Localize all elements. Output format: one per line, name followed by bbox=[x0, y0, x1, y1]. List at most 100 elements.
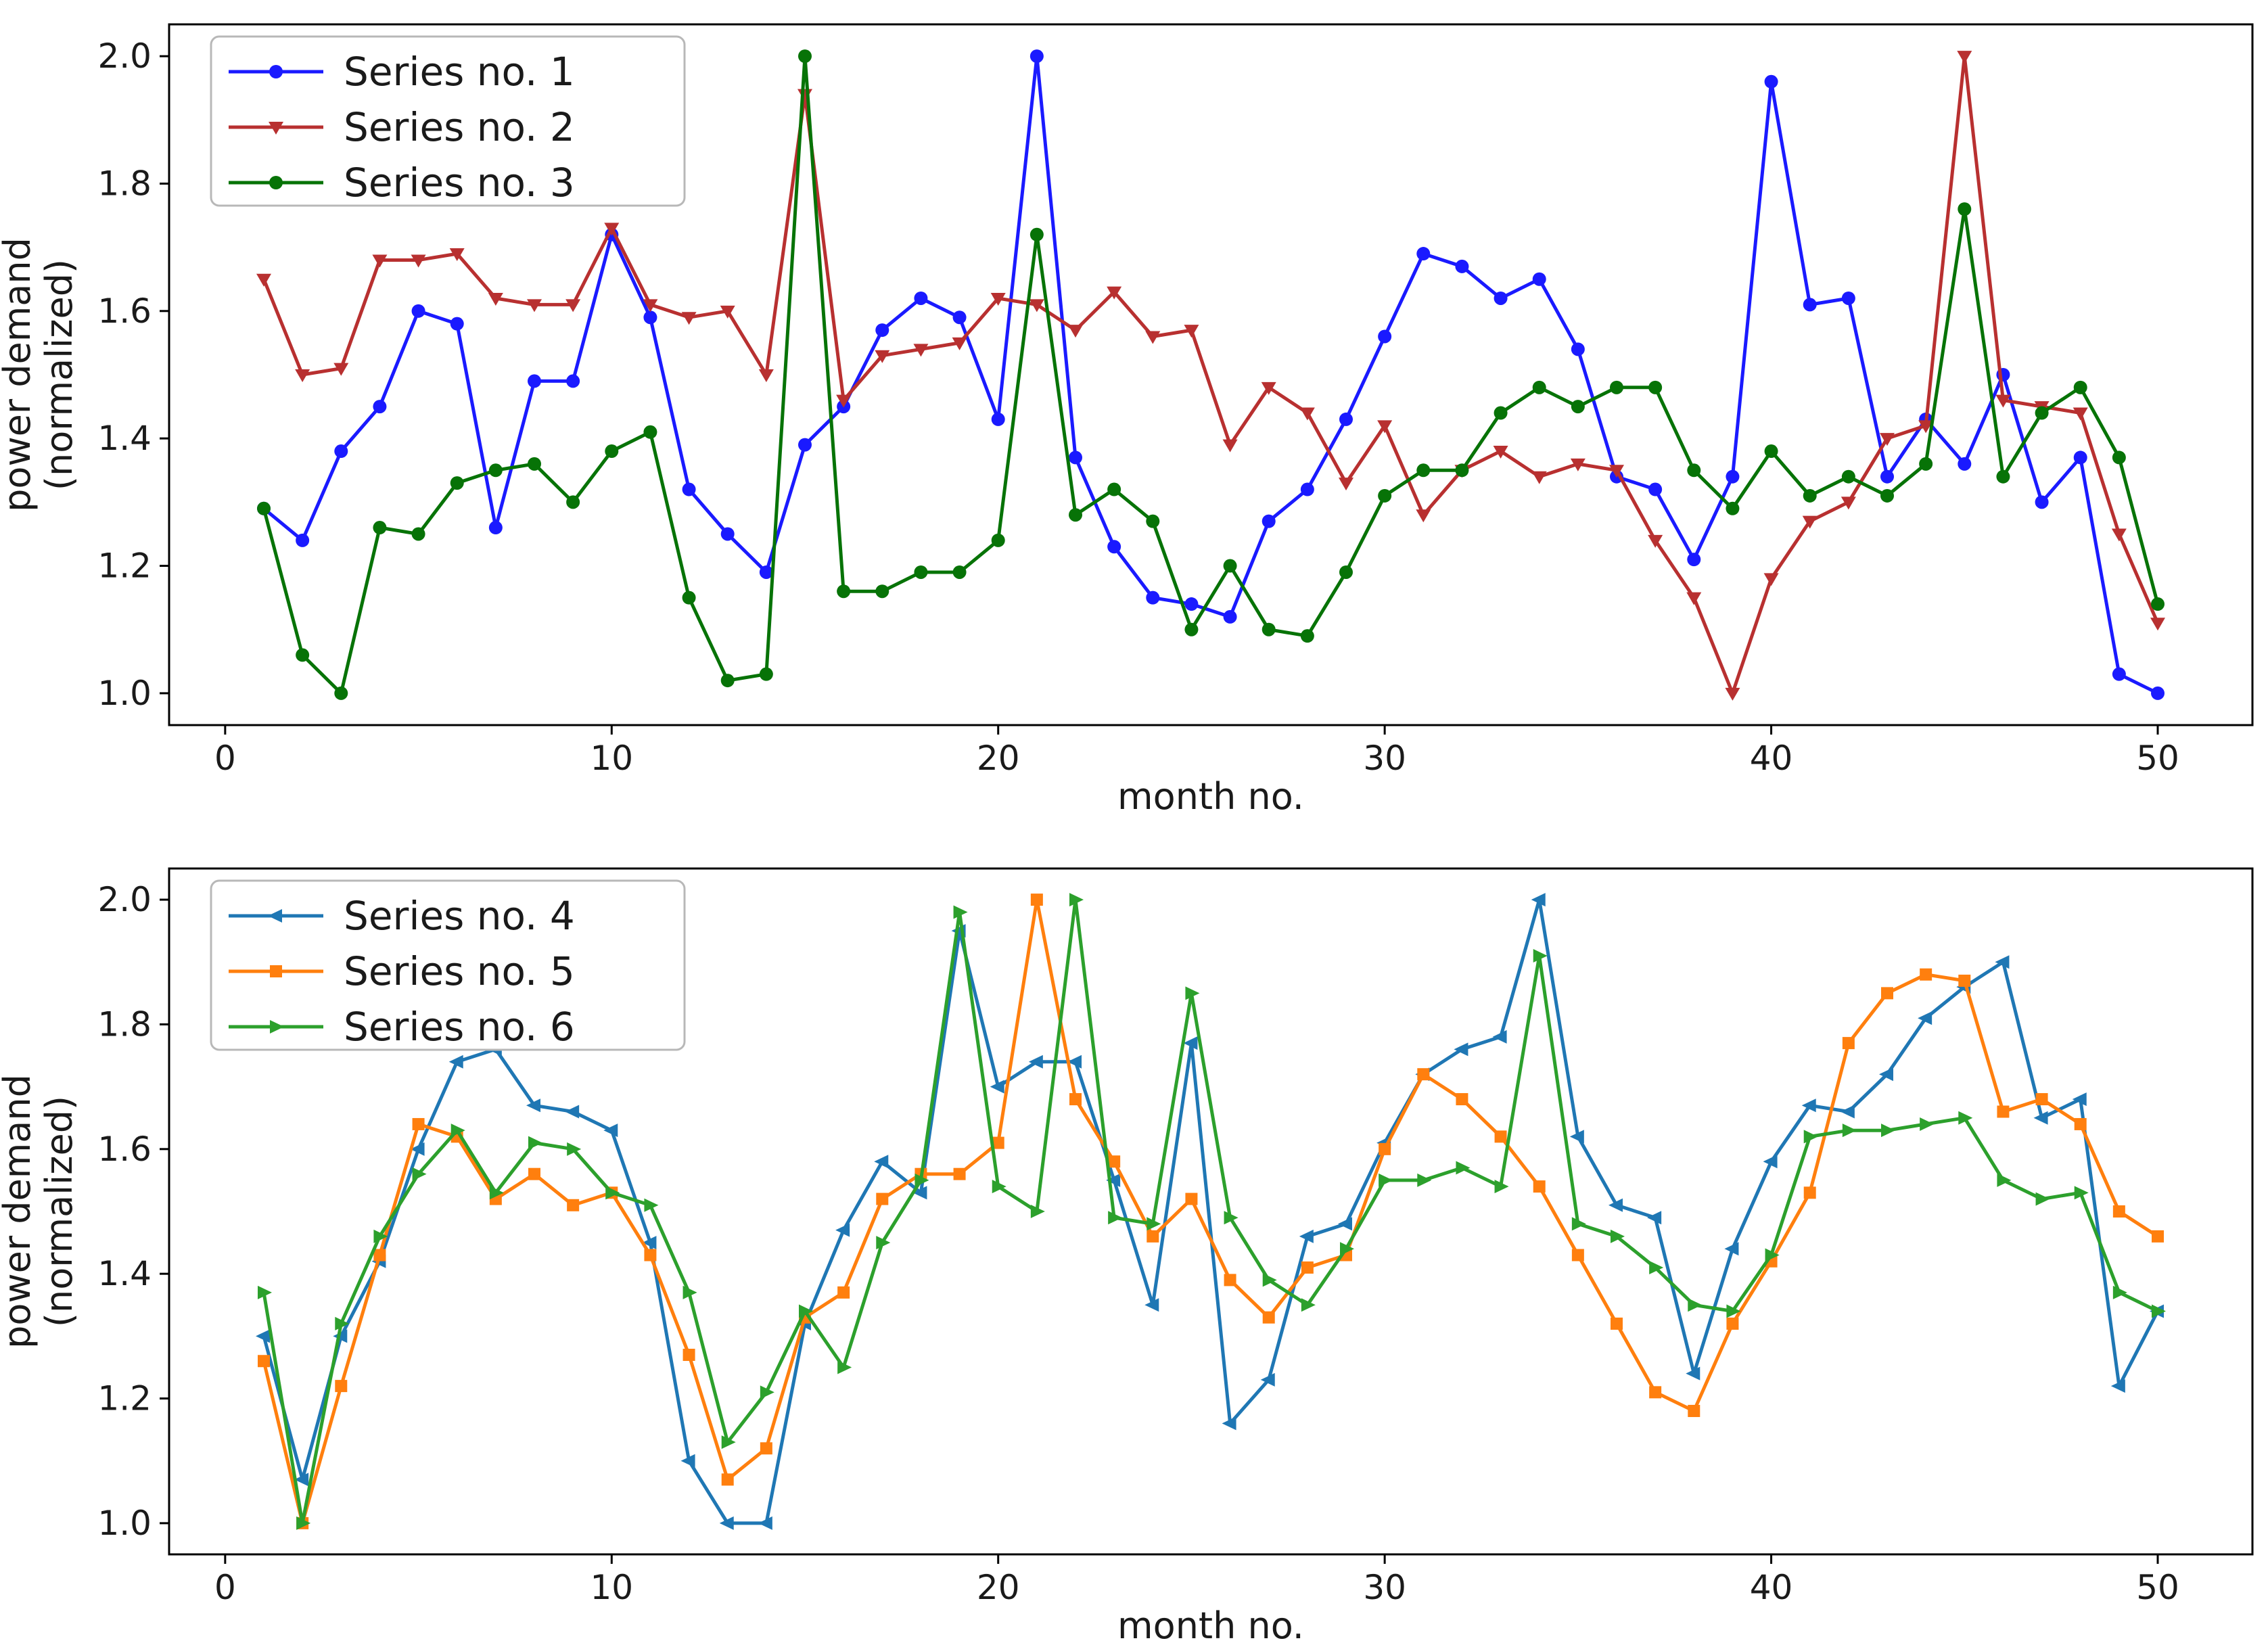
data-point-marker bbox=[1687, 553, 1701, 567]
data-point-marker bbox=[952, 565, 967, 579]
y-tick-label: 1.8 bbox=[97, 164, 152, 203]
data-point-marker bbox=[605, 1186, 620, 1200]
data-point-marker bbox=[1069, 893, 1084, 907]
data-point-marker bbox=[952, 337, 967, 350]
data-point-marker bbox=[644, 1249, 657, 1261]
data-point-marker bbox=[1881, 1123, 1895, 1138]
data-point-marker bbox=[836, 394, 852, 408]
data-point-marker bbox=[1224, 1274, 1236, 1287]
data-point-marker bbox=[2112, 667, 2126, 681]
data-point-marker bbox=[1996, 469, 2010, 484]
data-point-marker bbox=[1726, 501, 1740, 515]
x-axis-label: month no. bbox=[1117, 1604, 1304, 1645]
top-chart: 0 10 20 30 40 50 1.0 1.2 1.4 1.6 1.8 2.0 month no. po… bbox=[0, 23, 2254, 818]
data-point-marker bbox=[1300, 482, 1314, 496]
data-point-marker bbox=[1920, 968, 1933, 981]
data-point-marker bbox=[1299, 407, 1315, 421]
y-tick-label: 1.2 bbox=[97, 547, 152, 586]
data-point-marker bbox=[1340, 1242, 1354, 1256]
data-point-marker bbox=[412, 1117, 425, 1130]
data-point-marker bbox=[1262, 1273, 1277, 1287]
data-point-marker bbox=[1300, 629, 1314, 643]
y-tick-label: 1.6 bbox=[97, 1130, 152, 1169]
data-point-marker bbox=[2033, 1111, 2048, 1125]
data-point-marker bbox=[567, 1199, 580, 1211]
data-point-marker bbox=[1183, 1036, 1198, 1050]
data-point-marker bbox=[1918, 420, 1934, 434]
data-point-marker bbox=[1185, 1192, 1198, 1205]
legend-item-series-no-6: Series no. 6 bbox=[229, 1004, 575, 1050]
data-point-marker bbox=[1533, 1180, 1546, 1193]
data-point-marker bbox=[720, 527, 735, 541]
data-point-marker bbox=[837, 1360, 852, 1374]
y-axis-label: (normalized) bbox=[38, 1096, 80, 1327]
data-point-marker bbox=[680, 1454, 695, 1468]
data-point-marker bbox=[1688, 1298, 1703, 1312]
legend-item-series-no-5: Series no. 5 bbox=[229, 948, 575, 994]
x-tick-label: 50 bbox=[2136, 739, 2179, 778]
data-point-marker bbox=[1842, 1123, 1857, 1138]
data-point-marker bbox=[1261, 381, 1276, 395]
data-point-marker bbox=[644, 1198, 659, 1212]
data-point-marker bbox=[799, 1304, 813, 1318]
data-point-marker bbox=[1726, 469, 1740, 484]
data-point-marker bbox=[914, 565, 928, 579]
series-line bbox=[262, 898, 2160, 1525]
legend-item-series-no-2: Series no. 2 bbox=[229, 104, 575, 150]
bottom-chart: 0 10 20 30 40 50 1.0 1.2 1.4 1.6 1.8 2.0 month no. po… bbox=[0, 867, 2254, 1645]
data-point-marker bbox=[2035, 1093, 2048, 1106]
data-point-marker bbox=[450, 476, 464, 490]
data-point-marker bbox=[2112, 1285, 2127, 1299]
data-point-marker bbox=[643, 299, 658, 312]
y-tick-label: 1.6 bbox=[97, 292, 152, 331]
data-point-marker bbox=[1803, 1130, 1818, 1144]
data-point-marker bbox=[1803, 1186, 1816, 1199]
data-point-marker bbox=[681, 312, 697, 325]
data-point-marker bbox=[1571, 1217, 1586, 1231]
data-point-marker bbox=[1029, 49, 1044, 64]
data-point-marker bbox=[296, 1516, 311, 1530]
data-point-marker bbox=[1454, 1042, 1468, 1057]
x-axis-label: month no. bbox=[1117, 775, 1304, 818]
x-tick-label: 40 bbox=[1750, 1568, 1793, 1607]
data-point-marker bbox=[1649, 1386, 1662, 1399]
data-point-marker bbox=[1184, 622, 1199, 636]
data-point-marker bbox=[1222, 439, 1238, 453]
data-point-marker bbox=[411, 527, 425, 541]
data-point-marker bbox=[643, 425, 657, 439]
data-point-marker bbox=[1958, 1111, 1973, 1125]
data-point-marker bbox=[2150, 618, 2165, 631]
data-point-marker bbox=[1029, 227, 1044, 241]
legend-item-label: Series no. 2 bbox=[344, 104, 575, 150]
data-point-marker bbox=[528, 457, 541, 471]
y-axis-label: power demand bbox=[0, 237, 39, 512]
data-point-marker bbox=[1842, 1037, 1855, 1050]
legend-marker-triangle-down-icon bbox=[269, 122, 283, 135]
legend-marker-triangle-left-icon bbox=[268, 909, 282, 923]
data-point-marker bbox=[294, 1473, 309, 1487]
data-point-marker bbox=[1609, 1198, 1623, 1212]
data-point-marker bbox=[410, 1142, 425, 1156]
y-axis-label: (normalized) bbox=[38, 259, 80, 490]
data-point-marker bbox=[1995, 394, 2011, 408]
data-point-marker bbox=[1147, 1217, 1161, 1231]
data-point-marker bbox=[1030, 1205, 1045, 1218]
data-point-marker bbox=[489, 1186, 504, 1200]
data-point-marker bbox=[1338, 1217, 1352, 1231]
data-point-marker bbox=[1532, 272, 1546, 286]
series-1-group bbox=[257, 49, 2165, 700]
data-point-marker bbox=[566, 374, 580, 388]
data-point-marker bbox=[1339, 412, 1353, 426]
data-point-marker bbox=[1379, 1173, 1393, 1187]
data-point-marker bbox=[1069, 450, 1082, 465]
data-point-marker bbox=[2151, 686, 2165, 700]
data-point-marker bbox=[758, 369, 774, 382]
legend-box bbox=[210, 35, 686, 207]
data-point-marker bbox=[1686, 592, 1702, 605]
data-point-marker bbox=[2110, 1379, 2125, 1393]
data-point-marker bbox=[1146, 514, 1160, 528]
data-point-marker bbox=[566, 495, 580, 509]
data-point-marker bbox=[2152, 1304, 2166, 1318]
data-point-marker bbox=[682, 482, 696, 496]
